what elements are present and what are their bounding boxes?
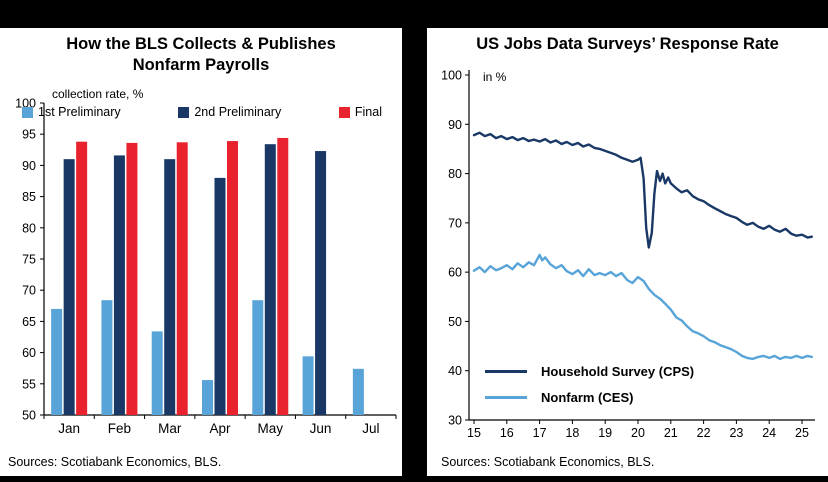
svg-text:Feb: Feb	[108, 421, 131, 436]
svg-text:20: 20	[631, 426, 645, 440]
svg-text:80: 80	[22, 221, 36, 235]
svg-text:60: 60	[22, 346, 36, 360]
line-chart-legend: Household Survey (CPS) Nonfarm (CES)	[485, 364, 694, 405]
svg-text:16: 16	[500, 426, 514, 440]
legend-item-2nd-preliminary: 2nd Preliminary	[178, 105, 281, 119]
svg-text:80: 80	[448, 167, 462, 181]
line-chart-panel: US Jobs Data Surveys’ Response Rate in %…	[427, 28, 828, 476]
svg-text:55: 55	[22, 377, 36, 391]
bar-chart-title-line2: Nonfarm Payrolls	[132, 56, 270, 74]
svg-text:85: 85	[22, 190, 36, 204]
line-chart-sources: Sources: Scotiabank Economics, BLS.	[441, 455, 655, 469]
svg-text:65: 65	[22, 315, 36, 329]
legend-item-household-survey: Household Survey (CPS)	[485, 364, 694, 379]
svg-text:50: 50	[22, 409, 36, 423]
legend-swatch-2nd-preliminary	[178, 106, 190, 118]
svg-text:22: 22	[697, 426, 711, 440]
svg-text:23: 23	[729, 426, 743, 440]
svg-text:Jun: Jun	[310, 421, 332, 436]
legend-label-final: Final	[354, 105, 382, 119]
legend-swatch-final	[338, 106, 350, 118]
bar-chart-legend: 1st Preliminary 2nd Preliminary Final	[22, 105, 382, 119]
legend-swatch-1st-preliminary	[22, 106, 33, 118]
svg-text:90: 90	[22, 159, 36, 173]
svg-text:17: 17	[533, 426, 547, 440]
bar-chart-sources: Sources: Scotiabank Economics, BLS.	[8, 455, 222, 469]
legend-label-1st-preliminary: 1st Preliminary	[38, 105, 121, 119]
bar-chart-title: How the BLS Collects & Publishes Nonfarm…	[0, 34, 402, 76]
svg-text:Apr: Apr	[209, 421, 231, 436]
svg-text:15: 15	[467, 426, 481, 440]
svg-text:18: 18	[565, 426, 579, 440]
panel-divider	[402, 28, 427, 476]
svg-text:60: 60	[448, 266, 462, 280]
legend-item-final: Final	[338, 105, 382, 119]
bar-chart-panel: How the BLS Collects & Publishes Nonfarm…	[0, 28, 402, 476]
svg-text:90: 90	[448, 118, 462, 132]
legend-item-nonfarm: Nonfarm (CES)	[485, 390, 694, 405]
svg-text:75: 75	[22, 253, 36, 267]
legend-item-1st-preliminary: 1st Preliminary	[22, 105, 121, 119]
line-chart-axis-unit-label: in %	[483, 70, 507, 84]
svg-text:95: 95	[22, 128, 36, 142]
svg-text:40: 40	[448, 364, 462, 378]
line-chart: 30 40 50 60 70 80 90 100 15 16 17 18 19 20 21 22 23 24 25	[441, 69, 815, 440]
legend-label-nonfarm: Nonfarm (CES)	[541, 390, 634, 405]
svg-text:50: 50	[448, 315, 462, 329]
legend-line-household-survey	[485, 370, 527, 373]
svg-text:Mar: Mar	[158, 421, 182, 436]
svg-text:70: 70	[22, 284, 36, 298]
svg-text:21: 21	[664, 426, 678, 440]
svg-text:25: 25	[795, 426, 809, 440]
bar-chart-axis-unit-label: collection rate, %	[52, 87, 144, 101]
svg-text:Jul: Jul	[362, 421, 379, 436]
svg-text:19: 19	[598, 426, 612, 440]
legend-label-household-survey: Household Survey (CPS)	[541, 364, 695, 379]
legend-line-nonfarm	[485, 396, 527, 399]
svg-text:Jan: Jan	[58, 421, 80, 436]
svg-text:30: 30	[448, 414, 462, 428]
bar-chart-title-line1: How the BLS Collects & Publishes	[66, 35, 336, 53]
legend-label-2nd-preliminary: 2nd Preliminary	[194, 105, 282, 119]
svg-text:24: 24	[762, 426, 776, 440]
svg-text:100: 100	[441, 69, 462, 83]
svg-text:70: 70	[448, 216, 462, 230]
line-chart-title: US Jobs Data Surveys’ Response Rate	[476, 35, 779, 53]
svg-text:May: May	[258, 421, 284, 436]
